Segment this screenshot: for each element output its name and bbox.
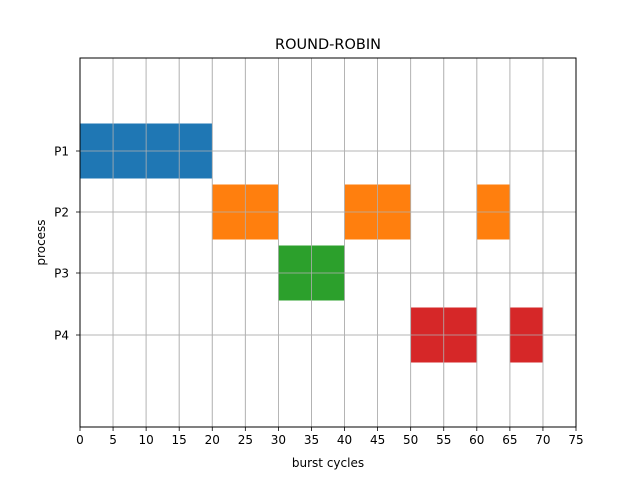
- x-axis-label: burst cycles: [292, 456, 364, 470]
- x-tick-label: 25: [238, 433, 253, 447]
- x-tick-label: 5: [109, 433, 117, 447]
- x-tick-label: 65: [502, 433, 517, 447]
- chart-title: ROUND-ROBIN: [275, 37, 381, 53]
- y-tick-label: P4: [54, 329, 69, 343]
- x-tick-label: 15: [172, 433, 187, 447]
- x-tick-label: 10: [138, 433, 153, 447]
- x-tick-label: 45: [370, 433, 385, 447]
- plot-frame: [79, 57, 577, 428]
- x-tick-label: 30: [271, 433, 286, 447]
- bars: [79, 58, 577, 427]
- x-tick-label: 70: [535, 433, 550, 447]
- y-axis-label: process: [34, 219, 48, 265]
- ticks: 0 5 10 15 20 25 30 35 40 45 50 55 60 65 70 75 P1 P2 P3 P4: [54, 145, 584, 448]
- grid: [79, 58, 577, 427]
- x-tick-label: 20: [205, 433, 220, 447]
- x-tick-label: 50: [403, 433, 418, 447]
- x-tick-label: 0: [76, 433, 84, 447]
- x-tick-label: 55: [436, 433, 451, 447]
- grid-overlay: [79, 58, 577, 427]
- x-tick-label: 40: [337, 433, 352, 447]
- x-tick-label: 75: [568, 433, 583, 447]
- y-tick-label: P1: [54, 145, 69, 159]
- y-tick-label: P2: [54, 206, 69, 220]
- x-tick-label: 35: [304, 433, 319, 447]
- x-tick-label: 60: [469, 433, 484, 447]
- y-tick-label: P3: [54, 267, 69, 281]
